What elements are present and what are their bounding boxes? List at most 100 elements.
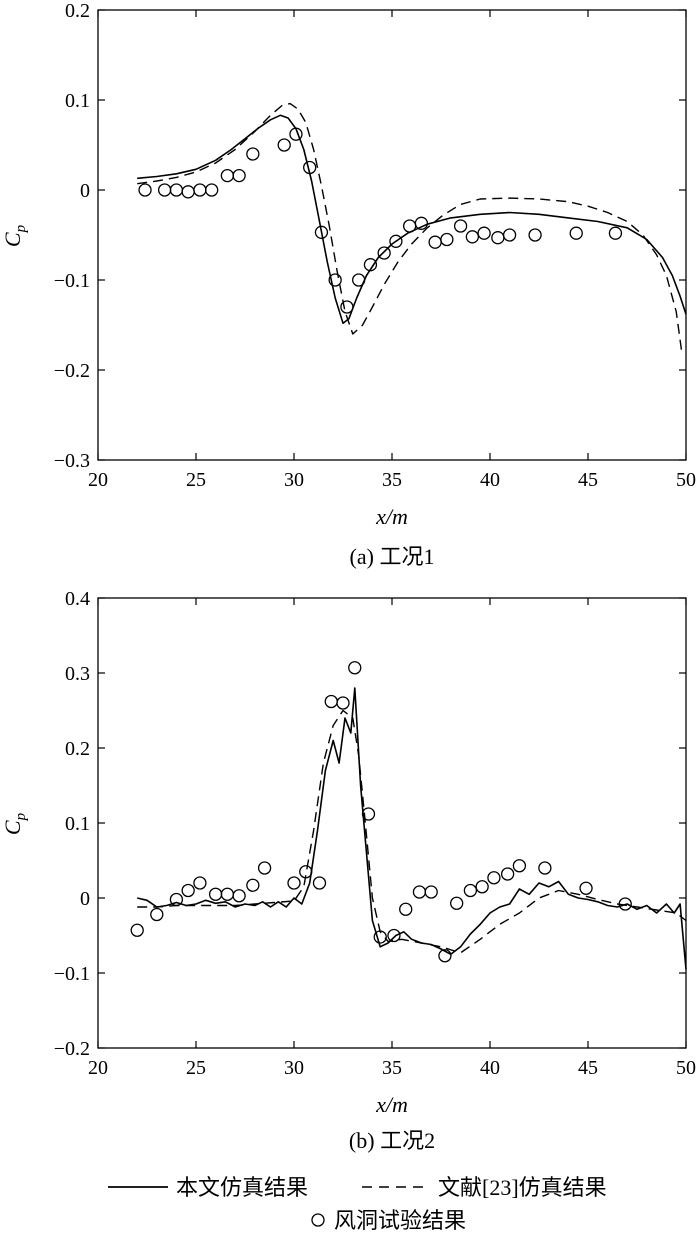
data-point-marker bbox=[453, 219, 468, 233]
data-point-marker bbox=[246, 878, 260, 892]
x-tick-label: 50 bbox=[676, 469, 696, 491]
y-tick-label: −0.1 bbox=[54, 963, 90, 985]
data-point-marker bbox=[414, 216, 429, 230]
legend: 本文仿真结果 文献[23]仿真结果 风洞试验结果 bbox=[108, 1175, 607, 1233]
data-point-marker bbox=[440, 232, 454, 247]
data-point-marker bbox=[348, 661, 362, 675]
x-tick-label: 50 bbox=[676, 1057, 696, 1079]
x-tick-label: 45 bbox=[578, 1057, 598, 1079]
x-tick-label: 25 bbox=[186, 1057, 206, 1079]
data-point-marker bbox=[465, 230, 480, 244]
data-point-marker bbox=[361, 807, 376, 821]
x-tick-label: 35 bbox=[382, 469, 402, 491]
data-point-marker bbox=[569, 226, 583, 240]
data-point-marker bbox=[500, 867, 515, 881]
data-point-marker bbox=[373, 930, 387, 944]
x-tick-label: 20 bbox=[88, 1057, 108, 1079]
panel-caption: (b) 工况2 bbox=[349, 1128, 435, 1153]
x-tick-label: 35 bbox=[382, 1057, 402, 1079]
data-point-marker bbox=[314, 225, 329, 239]
legend-label-dashed: 文献[23]仿真结果 bbox=[438, 1175, 607, 1200]
plot-frame bbox=[97, 9, 687, 461]
y-axis-label: Cp bbox=[0, 224, 29, 247]
y-tick-label: −0.2 bbox=[54, 1038, 90, 1060]
series-line-dashed bbox=[137, 709, 687, 954]
data-point-marker bbox=[487, 871, 501, 885]
data-point-marker bbox=[424, 885, 438, 899]
chart-panel-a: 20 25 30 35 40 45 50 −0.3 −0.2 −0.1 0 0.1 0.2 x/m Cp… bbox=[0, 0, 696, 569]
y-tick-label: −0.3 bbox=[54, 450, 90, 472]
legend-label-markers: 风洞试验结果 bbox=[334, 1208, 466, 1233]
data-point-marker bbox=[193, 876, 207, 890]
data-point-marker bbox=[475, 880, 489, 894]
data-point-marker bbox=[220, 168, 235, 183]
x-tick-label: 45 bbox=[578, 469, 598, 491]
data-point-marker bbox=[232, 168, 246, 183]
y-tick-label: −0.1 bbox=[54, 270, 90, 292]
data-point-marker bbox=[336, 696, 350, 710]
data-point-marker bbox=[299, 865, 313, 879]
data-point-marker bbox=[579, 881, 593, 895]
y-tick-label: 0.4 bbox=[65, 588, 90, 610]
data-point-marker bbox=[377, 246, 391, 260]
data-point-marker bbox=[193, 183, 207, 197]
legend-label-solid: 本文仿真结果 bbox=[176, 1175, 308, 1200]
data-point-marker bbox=[181, 883, 195, 898]
data-point-marker bbox=[463, 883, 478, 898]
data-point-marker bbox=[502, 228, 517, 242]
x-axis-label: x/m bbox=[375, 504, 408, 529]
y-tick-label: −0.2 bbox=[54, 360, 90, 382]
data-point-marker bbox=[169, 892, 184, 907]
data-point-marker bbox=[169, 183, 184, 197]
data-point-marker bbox=[205, 183, 219, 197]
data-point-marker bbox=[387, 928, 401, 943]
data-point-marker bbox=[232, 889, 246, 903]
plot-frame bbox=[97, 597, 687, 1049]
data-point-marker bbox=[491, 231, 505, 245]
y-tick-label: 0 bbox=[80, 180, 90, 202]
data-point-marker bbox=[312, 876, 327, 890]
x-axis-label: x/m bbox=[375, 1092, 408, 1117]
data-point-marker bbox=[257, 861, 272, 875]
data-point-marker bbox=[328, 273, 342, 287]
y-tick-label: 0.2 bbox=[65, 738, 90, 760]
data-point-marker bbox=[608, 226, 623, 240]
data-point-marker bbox=[150, 907, 164, 922]
data-point-marker bbox=[402, 219, 417, 233]
y-tick-label: 0.3 bbox=[65, 663, 90, 685]
data-point-marker bbox=[246, 147, 260, 161]
data-point-marker bbox=[352, 273, 366, 287]
data-point-marker bbox=[618, 897, 632, 911]
data-point-marker bbox=[181, 185, 195, 199]
data-point-marker bbox=[389, 234, 403, 248]
data-point-marker bbox=[138, 183, 152, 197]
y-axis-label: Cp bbox=[0, 812, 29, 835]
data-point-marker bbox=[324, 694, 338, 709]
data-point-marker bbox=[438, 949, 452, 963]
data-point-marker bbox=[277, 138, 291, 152]
data-point-marker bbox=[130, 923, 144, 937]
data-point-marker bbox=[477, 226, 491, 240]
y-tick-label: 0 bbox=[80, 888, 90, 910]
data-point-marker bbox=[208, 887, 223, 901]
y-tick-label: 0.1 bbox=[65, 813, 90, 835]
x-tick-label: 25 bbox=[186, 469, 206, 491]
y-tick-label: 0.1 bbox=[65, 90, 90, 112]
data-point-marker bbox=[399, 902, 413, 916]
x-tick-label: 30 bbox=[284, 469, 304, 491]
x-tick-label: 40 bbox=[480, 469, 500, 491]
data-point-marker bbox=[340, 300, 354, 314]
panel-caption: (a) 工况1 bbox=[350, 544, 435, 569]
data-point-marker bbox=[528, 228, 542, 242]
chart-panel-b: 20 25 30 35 40 45 50−0.2−0.100.10.20.30.4 x/m … bbox=[0, 588, 696, 1153]
data-point-marker bbox=[303, 160, 317, 175]
x-tick-label: 30 bbox=[284, 1057, 304, 1079]
data-point-marker bbox=[538, 861, 552, 875]
data-point-marker bbox=[450, 896, 464, 910]
data-point-marker bbox=[428, 235, 442, 249]
data-point-marker bbox=[512, 859, 527, 873]
x-tick-label: 20 bbox=[88, 469, 108, 491]
series-line-dashed bbox=[137, 102, 683, 355]
data-point-marker bbox=[412, 885, 427, 899]
